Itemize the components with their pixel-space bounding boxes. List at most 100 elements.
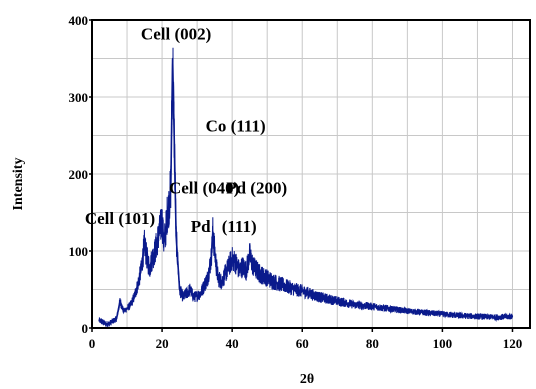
data-point: [212, 231, 214, 233]
data-point: [119, 300, 121, 302]
data-point: [284, 285, 286, 287]
x-tick-label: 60: [296, 336, 309, 351]
data-point: [228, 265, 230, 267]
data-point: [171, 57, 174, 60]
peak-annotation: Pd: [191, 217, 211, 236]
peak-annotation: (111): [222, 217, 257, 236]
data-point: [256, 269, 258, 271]
data-point: [221, 281, 223, 283]
data-point: [301, 290, 303, 292]
data-point: [249, 254, 251, 256]
data-point: [157, 235, 160, 237]
xrd-series-peaks: [98, 58, 513, 326]
data-point: [406, 310, 408, 312]
data-point: [494, 316, 496, 318]
data-point: [354, 304, 356, 306]
peak-annotation: Co (111): [206, 117, 266, 136]
data-point: [112, 320, 114, 322]
data-point: [122, 310, 125, 312]
y-tick-label: 0: [82, 321, 89, 336]
data-point: [511, 315, 514, 318]
data-point: [294, 288, 296, 291]
data-point: [147, 261, 149, 264]
data-point: [252, 265, 254, 267]
data-point: [441, 313, 443, 315]
data-point: [98, 319, 100, 321]
data-point: [242, 265, 244, 267]
peak-annotations: Cell (002) Co (111) Cell (040)Pd (200) Cell…: [85, 24, 287, 236]
x-tick-label: 80: [366, 336, 379, 351]
data-point: [193, 296, 195, 298]
grid: [92, 20, 530, 328]
data-point: [161, 219, 163, 221]
data-point: [215, 265, 217, 267]
data-point: [424, 312, 426, 314]
y-tick-label: 400: [69, 13, 89, 28]
y-tick-label: 100: [69, 244, 89, 259]
x-tick-label: 0: [89, 336, 96, 351]
peak-annotation: Cell (040): [169, 178, 239, 197]
data-point: [259, 273, 261, 275]
data-point: [108, 322, 111, 324]
data-point: [319, 296, 321, 298]
data-point: [145, 254, 147, 256]
data-point: [126, 308, 128, 310]
data-point: [150, 259, 153, 261]
data-point: [143, 242, 146, 244]
data-point: [182, 296, 184, 298]
data-point: [371, 305, 373, 308]
data-point: [214, 250, 216, 252]
x-tick-label: 100: [433, 336, 453, 351]
data-point: [173, 142, 175, 144]
data-point: [336, 300, 338, 302]
data-point: [273, 281, 275, 283]
x-tick-label: 120: [503, 336, 523, 351]
data-point: [164, 231, 167, 233]
data-point: [224, 273, 226, 275]
data-point: [133, 296, 135, 298]
data-point: [210, 258, 212, 260]
data-point: [105, 323, 107, 325]
tick-labels: 0 20 40 60 80 100 120 0 100 200 300 400: [69, 13, 523, 351]
data-point: [136, 285, 139, 287]
data-point: [149, 267, 151, 269]
x-tick-label: 20: [156, 336, 169, 351]
data-point: [175, 235, 177, 237]
data-point: [154, 250, 156, 252]
data-point: [245, 269, 247, 271]
data-point: [179, 288, 181, 291]
y-axis-title: Intensity: [11, 158, 26, 211]
data-point: [207, 277, 209, 279]
data-point: [217, 277, 219, 279]
data-point: [189, 288, 191, 291]
data-point: [459, 315, 461, 317]
data-point: [115, 318, 118, 320]
peak-annotation: Pd (200): [226, 178, 287, 197]
data-point: [166, 211, 168, 214]
data-point: [168, 204, 170, 206]
series-layer: [98, 47, 514, 327]
y-tick-label: 200: [69, 167, 89, 182]
x-tick-label: 40: [226, 336, 239, 351]
data-point: [200, 292, 202, 294]
data-point: [140, 269, 142, 271]
data-point: [266, 277, 268, 279]
data-point: [163, 242, 165, 244]
peak-annotation: Cell (101): [85, 209, 155, 228]
data-point: [203, 285, 205, 287]
data-point: [186, 292, 188, 294]
data-point: [235, 261, 237, 264]
peak-annotation: Cell (002): [141, 24, 211, 43]
data-point: [238, 269, 240, 271]
data-point: [170, 184, 172, 187]
data-point: [231, 258, 233, 260]
data-point: [196, 295, 198, 297]
data-point: [129, 304, 132, 306]
data-point: [389, 308, 391, 310]
data-point: [476, 315, 479, 318]
x-axis-title: 2θ: [300, 372, 314, 387]
y-tick-label: 300: [69, 90, 89, 105]
data-point: [101, 321, 104, 323]
